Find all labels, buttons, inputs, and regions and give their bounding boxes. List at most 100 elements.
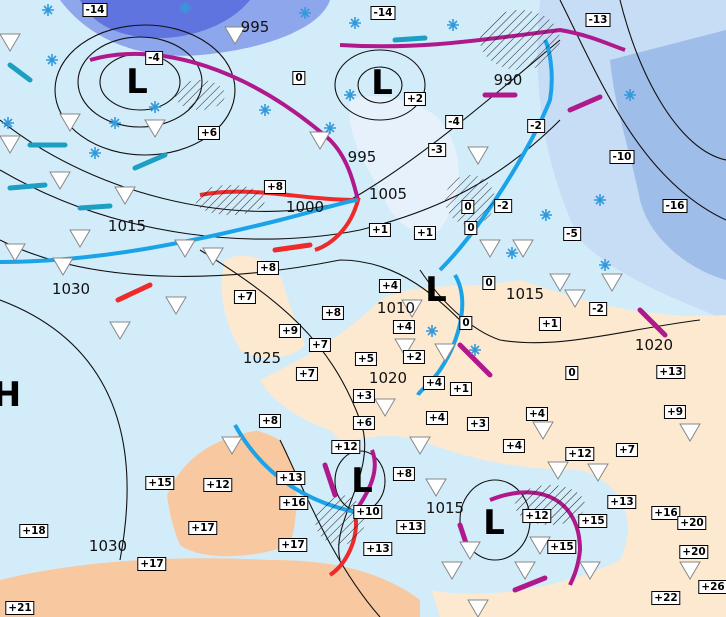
snowflake-icon — [299, 7, 311, 19]
shower-triangle-icon — [409, 436, 431, 455]
temperature-label: +1 — [413, 226, 437, 240]
temperature-label: +8 — [258, 414, 282, 428]
temperature-label: +17 — [278, 538, 308, 552]
shower-triangle-icon — [467, 146, 489, 165]
isobar-label: 995 — [347, 148, 377, 166]
temperature-label: +18 — [19, 524, 49, 538]
temperature-label: +15 — [578, 514, 608, 528]
shower-triangle-icon — [174, 239, 196, 258]
snowflake-icon — [259, 104, 271, 116]
shower-triangle-icon — [441, 561, 463, 580]
temperature-label: +13 — [363, 542, 393, 556]
isobar-label: 1015 — [505, 285, 545, 303]
snowflake-icon — [469, 344, 481, 356]
temperature-label: +12 — [331, 440, 361, 454]
shower-triangle-icon — [224, 26, 246, 45]
temperature-label: +4 — [392, 320, 416, 334]
temperature-label: +2 — [402, 350, 426, 364]
temperature-label: 0 — [461, 200, 475, 214]
temperature-label: +7 — [615, 443, 639, 457]
snowflake-icon — [447, 19, 459, 31]
shower-triangle-icon — [165, 296, 187, 315]
temperature-label: +4 — [502, 439, 526, 453]
temperature-label: 0 — [459, 316, 473, 330]
temperature-label: +8 — [263, 180, 287, 194]
temperature-label: +13 — [656, 365, 686, 379]
shower-triangle-icon — [479, 239, 501, 258]
snowflake-icon — [89, 147, 101, 159]
snowflake-icon — [506, 247, 518, 259]
temperature-label: +4 — [422, 376, 446, 390]
temperature-label: +6 — [197, 126, 221, 140]
shower-triangle-icon — [394, 338, 416, 357]
temperature-label: 0 — [565, 366, 579, 380]
shower-triangle-icon — [49, 171, 71, 190]
snowflake-icon — [426, 325, 438, 337]
temperature-label: +9 — [278, 324, 302, 338]
wind-arrows — [7, 35, 668, 593]
snowflake-icon — [624, 89, 636, 101]
temperature-label: +2 — [403, 92, 427, 106]
temperature-label: 0 — [464, 221, 478, 235]
shower-triangle-icon — [579, 561, 601, 580]
temperature-label: +16 — [279, 496, 309, 510]
temperature-label: +13 — [607, 495, 637, 509]
temperature-label: +7 — [233, 290, 257, 304]
shower-triangle-icon — [512, 239, 534, 258]
temperature-label: +20 — [677, 516, 707, 530]
temperature-label: +3 — [466, 417, 490, 431]
snowflake-icon — [540, 209, 552, 221]
isobar-label: 1030 — [51, 280, 91, 298]
isobar-label: 1010 — [376, 299, 416, 317]
temperature-label: +4 — [525, 407, 549, 421]
temperature-label: +8 — [256, 261, 280, 275]
shower-triangle-icon — [547, 461, 569, 480]
low-pressure-center: L — [425, 270, 447, 310]
cold-front-central[interactable] — [416, 273, 465, 396]
sea-atlantic — [0, 300, 260, 560]
low-pressure-center: L — [351, 461, 373, 501]
snowflake-icon — [594, 194, 606, 206]
snowflake-icon — [149, 101, 161, 113]
snowflake-icon — [599, 259, 611, 271]
temperature-label: +3 — [352, 389, 376, 403]
temperature-label: +12 — [203, 478, 233, 492]
shower-triangle-icon — [434, 343, 456, 362]
temperature-label: +1 — [449, 382, 473, 396]
shower-triangle-icon — [0, 33, 21, 52]
snowflake-icon — [46, 54, 58, 66]
snowflake-icon — [349, 17, 361, 29]
temperature-label: +7 — [295, 367, 319, 381]
shower-triangle-icon — [549, 273, 571, 292]
shower-triangle-icon — [374, 398, 396, 417]
temperature-label: -2 — [494, 199, 512, 213]
temperature-label: +26 — [698, 580, 726, 594]
shower-triangle-icon — [69, 229, 91, 248]
shower-triangle-icon — [467, 599, 489, 617]
temperature-label: +1 — [368, 223, 392, 237]
shower-triangle-icon — [601, 273, 623, 292]
snowflake-icon — [2, 117, 14, 129]
isobar-label: 1025 — [242, 349, 282, 367]
temperature-label: -13 — [585, 13, 611, 27]
shower-triangle-icon — [59, 113, 81, 132]
isobar-label: 995 — [240, 18, 270, 36]
shower-triangle-icon — [401, 299, 423, 318]
occluded-front-north[interactable] — [89, 52, 360, 201]
temperature-label: +1 — [538, 317, 562, 331]
isobar-label: 1020 — [634, 336, 674, 354]
shower-triangle-icon — [52, 257, 74, 276]
land-north-africa — [0, 558, 420, 617]
temperature-label: +4 — [378, 279, 402, 293]
temperature-label: +15 — [547, 540, 577, 554]
shower-triangle-icon — [202, 247, 224, 266]
very-cold-airmass — [80, 0, 250, 39]
temperature-label: +21 — [5, 601, 35, 615]
shower-triangle-icon — [587, 463, 609, 482]
temperature-label: +4 — [425, 411, 449, 425]
temperature-label: +17 — [137, 557, 167, 571]
isobar-label: 1030 — [88, 537, 128, 555]
snowflake-icon — [109, 117, 121, 129]
low-pressure-center: L — [126, 62, 148, 102]
